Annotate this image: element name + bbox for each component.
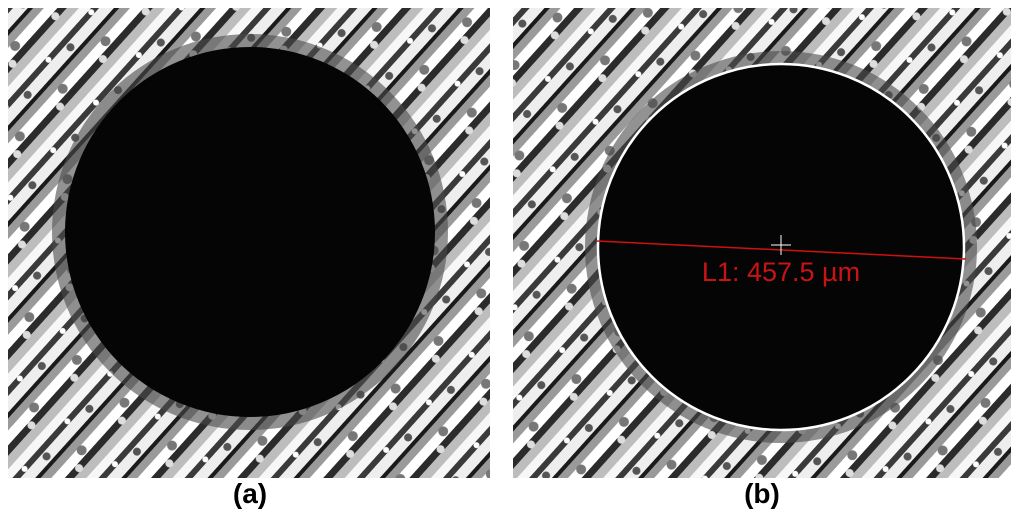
page: L1: 457.5 µm (a) (b) (() => { const data…: [0, 0, 1019, 516]
caption: (a): [190, 478, 310, 510]
caption: (b): [702, 478, 822, 510]
panel-b-image: L1: 457.5 µm: [513, 8, 1011, 478]
panel-a-image: [8, 8, 490, 478]
measure-label: L1: 457.5 µm: [702, 257, 860, 287]
figure: L1: 457.5 µm: [0, 0, 1019, 478]
